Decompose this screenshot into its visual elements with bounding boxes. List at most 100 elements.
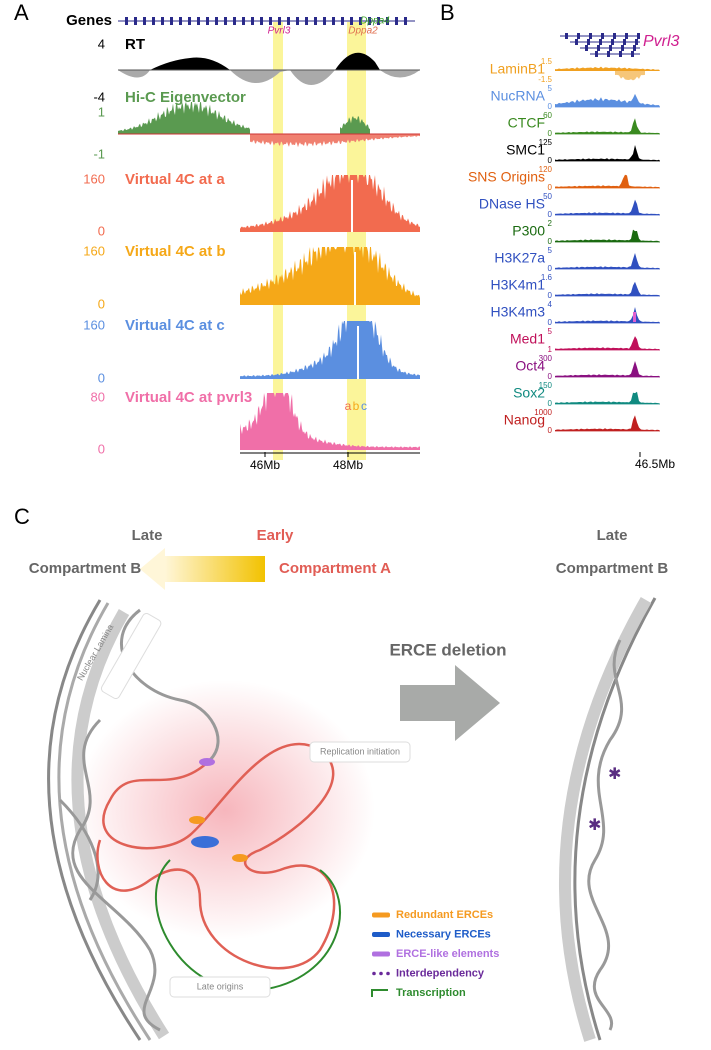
exon bbox=[607, 51, 610, 57]
track-name: Virtual 4C at b bbox=[125, 243, 226, 260]
callout-box bbox=[169, 976, 271, 998]
track-max: 1.5 bbox=[541, 57, 553, 66]
exon bbox=[215, 17, 218, 25]
exon bbox=[305, 17, 308, 25]
track-name: DNase HS bbox=[479, 196, 545, 212]
exon bbox=[197, 17, 200, 25]
exon bbox=[359, 17, 362, 25]
track-name: Med1 bbox=[510, 331, 545, 347]
panel-c: C Late Compartment B Early Compartment A… bbox=[14, 504, 668, 1042]
nuclear-envelope bbox=[57, 602, 152, 1041]
legend-swatch bbox=[372, 971, 376, 976]
legend-swatch bbox=[372, 932, 390, 937]
erce-like bbox=[199, 758, 215, 766]
eigen-pos bbox=[340, 116, 370, 134]
track-max: 125 bbox=[539, 138, 553, 147]
callout: Late origins bbox=[197, 981, 244, 991]
track-max: 80 bbox=[91, 389, 105, 404]
deletion-mark: ✱ bbox=[588, 817, 601, 834]
track-max: 1 bbox=[98, 104, 105, 119]
track-name: SMC1 bbox=[506, 142, 545, 158]
x-tick-label: 48Mb bbox=[333, 458, 363, 472]
exon bbox=[633, 45, 636, 51]
label: Late bbox=[597, 527, 628, 544]
track-max: 4 bbox=[98, 36, 105, 51]
exon bbox=[404, 17, 407, 25]
exon bbox=[587, 39, 590, 45]
exon bbox=[386, 17, 389, 25]
gene-name: Pvrl3 bbox=[643, 33, 680, 50]
track-max: 5 bbox=[548, 84, 553, 93]
track-min: 0 bbox=[548, 210, 553, 219]
exon bbox=[585, 45, 588, 51]
exon bbox=[565, 33, 568, 39]
legend-label: Transcription bbox=[396, 987, 466, 999]
exon bbox=[368, 17, 371, 25]
coverage bbox=[240, 175, 420, 232]
track-max: 1.6 bbox=[541, 273, 553, 282]
track-max: 5 bbox=[548, 327, 553, 336]
signal bbox=[555, 118, 660, 134]
signal bbox=[615, 71, 645, 81]
track-max: 120 bbox=[539, 165, 553, 174]
exon bbox=[161, 17, 164, 25]
callout: Replication initiation bbox=[320, 746, 400, 756]
track-min: 0 bbox=[548, 156, 553, 165]
genes-label: Genes bbox=[66, 12, 112, 29]
track-max: 60 bbox=[543, 111, 552, 120]
exon bbox=[242, 17, 245, 25]
track-min: 0 bbox=[548, 237, 553, 246]
signal bbox=[555, 415, 660, 431]
exon bbox=[143, 17, 146, 25]
exon bbox=[188, 17, 191, 25]
track-max: 4 bbox=[548, 300, 553, 309]
callout-box bbox=[100, 613, 162, 700]
nuclear-lamina bbox=[559, 597, 652, 1042]
rt-late bbox=[118, 70, 420, 85]
exon bbox=[597, 45, 600, 51]
track-name: NucRNA bbox=[491, 88, 546, 104]
exon bbox=[233, 17, 236, 25]
coverage bbox=[240, 393, 420, 450]
exon bbox=[589, 33, 592, 39]
highlight bbox=[273, 22, 283, 460]
label: Early bbox=[257, 527, 294, 544]
track-min: 0 bbox=[548, 372, 553, 381]
exon bbox=[613, 33, 616, 39]
track-name: Oct4 bbox=[515, 358, 545, 374]
deletion-arrow bbox=[400, 665, 500, 741]
arrow-head bbox=[140, 548, 165, 590]
exon bbox=[623, 39, 626, 45]
exon bbox=[599, 39, 602, 45]
signal bbox=[555, 199, 660, 215]
legend-swatch bbox=[386, 971, 390, 976]
exon bbox=[179, 17, 182, 25]
label: Compartment B bbox=[29, 560, 142, 577]
track-name: H3K4m1 bbox=[491, 277, 546, 293]
callout-box bbox=[309, 741, 411, 763]
panel-label: A bbox=[14, 0, 29, 25]
compartment-arrow bbox=[165, 556, 265, 582]
exon bbox=[170, 17, 173, 25]
exon bbox=[395, 17, 398, 25]
viewpoint-label: b bbox=[353, 399, 360, 413]
rt-early bbox=[150, 52, 380, 70]
exon bbox=[631, 51, 634, 57]
coverage bbox=[240, 247, 420, 305]
track-max: 2 bbox=[548, 219, 553, 228]
track-max: 1000 bbox=[534, 408, 552, 417]
track-min: 0 bbox=[548, 264, 553, 273]
nuclear-envelope bbox=[47, 599, 142, 1041]
track-name: H3K4m3 bbox=[491, 304, 546, 320]
arrow-label: ERCE deletion bbox=[389, 640, 506, 659]
exon bbox=[609, 45, 612, 51]
track-name: LaminB1 bbox=[490, 61, 545, 77]
track-min: 0 bbox=[548, 399, 553, 408]
exon bbox=[621, 45, 624, 51]
x-tick-label: 46.5Mb bbox=[635, 457, 675, 471]
signal bbox=[555, 66, 660, 71]
exon bbox=[332, 17, 335, 25]
legend-swatch bbox=[379, 971, 383, 976]
